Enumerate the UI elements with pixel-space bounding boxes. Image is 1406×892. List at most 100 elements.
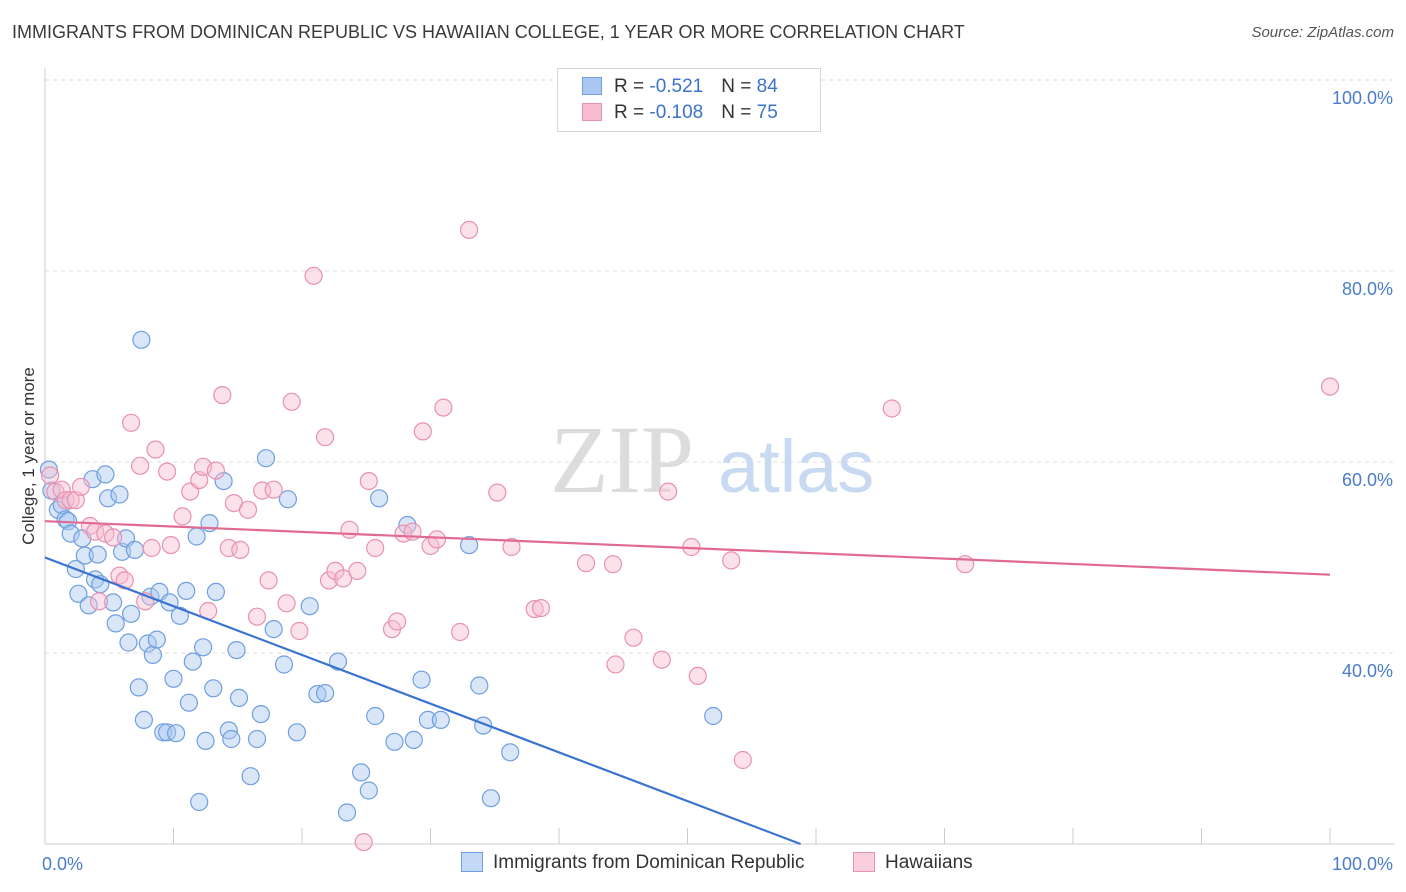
point-hawaiian — [434, 398, 453, 417]
point-hawaiian — [146, 440, 165, 459]
point-dominican — [352, 763, 371, 782]
point-dominican — [385, 732, 404, 751]
bottom-legend-label-hawaiians: Hawaiians — [885, 852, 973, 873]
point-hawaiian — [161, 535, 180, 555]
legend-n-value-hawaiians: 75 — [756, 102, 778, 123]
gridlines — [45, 79, 1395, 654]
point-dominican — [460, 535, 479, 555]
point-hawaiian — [238, 500, 258, 519]
point-hawaiian — [1320, 377, 1340, 396]
point-dominican — [177, 581, 196, 601]
point-hawaiian — [334, 569, 353, 588]
point-dominican — [370, 489, 389, 508]
legend-r-value-dominican: -0.521 — [649, 76, 704, 97]
point-hawaiian — [231, 540, 250, 560]
point-dominican — [170, 606, 189, 625]
point-dominican — [129, 678, 148, 697]
point-dominican — [103, 593, 123, 612]
point-dominican — [190, 792, 209, 812]
point-hawaiian — [427, 530, 446, 549]
bottom-legend-label-dominican: Immigrants from Dominican Republic — [493, 852, 805, 873]
point-hawaiian — [264, 480, 283, 499]
x-tick-label: 100.0% — [1332, 854, 1393, 874]
point-dominican — [308, 684, 327, 704]
point-hawaiian — [40, 466, 60, 485]
y-tick-labels: 100.0% 80.0% 60.0% 40.0% — [1332, 88, 1393, 681]
point-hawaiian — [56, 491, 75, 510]
point-dominican — [264, 619, 283, 639]
point-hawaiian — [603, 555, 623, 574]
point-hawaiian — [413, 422, 432, 441]
point-hawaiian — [247, 607, 267, 626]
point-dominican — [418, 710, 437, 730]
point-dominican — [247, 729, 267, 749]
point-dominican — [164, 669, 183, 688]
point-hawaiian — [354, 832, 373, 852]
point-dominican — [481, 789, 500, 808]
point-dominican — [106, 614, 125, 633]
point-hawaiian — [290, 621, 309, 641]
point-dominican — [251, 704, 270, 724]
point-hawaiian — [460, 220, 479, 239]
point-dominican — [147, 630, 166, 649]
point-hawaiian — [488, 483, 507, 502]
point-hawaiian — [80, 516, 100, 536]
point-dominican — [122, 604, 141, 623]
legend-n-label: N = — [721, 102, 757, 123]
trend-line-dominican — [44, 556, 801, 846]
point-hawaiian — [394, 524, 413, 543]
point-hawaiian — [722, 551, 741, 570]
point-dominican — [88, 545, 107, 564]
point-dominican — [194, 638, 213, 657]
point-dominican — [501, 743, 520, 762]
point-hawaiian — [115, 571, 134, 590]
watermark: ZIP atlas — [550, 406, 874, 513]
point-dominican — [359, 781, 378, 800]
point-hawaiian — [131, 456, 150, 475]
point-hawaiian — [502, 537, 521, 557]
x-tick-label: 0.0% — [42, 854, 83, 874]
point-hawaiian — [282, 392, 301, 411]
point-dominican — [96, 465, 115, 484]
point-dominican — [704, 706, 723, 726]
point-dominican — [256, 449, 276, 468]
point-dominican — [204, 679, 223, 698]
point-dominican — [167, 724, 186, 743]
point-dominican — [300, 597, 319, 616]
point-dominican — [222, 729, 241, 749]
point-hawaiian — [882, 399, 901, 418]
point-dominican — [404, 730, 423, 750]
trend-line-hawaiian — [44, 520, 1331, 576]
point-hawaiian — [652, 650, 671, 669]
source-credit: Source: ZipAtlas.com — [1251, 24, 1394, 41]
point-dominican — [69, 584, 88, 603]
point-dominican — [110, 485, 129, 504]
point-dominican — [134, 710, 153, 730]
legend-r-label: R = — [614, 76, 650, 97]
point-dominican — [98, 489, 118, 508]
point-hawaiian — [219, 538, 238, 558]
point-hawaiian — [316, 428, 335, 447]
point-hawaiian — [103, 528, 123, 547]
y-tick-label: 100.0% — [1332, 88, 1393, 108]
point-dominican — [179, 693, 198, 712]
correlation-legend: R = -0.521 N = 84 R = -0.108 N = 75 — [557, 68, 821, 132]
y-tick-label: 40.0% — [1342, 661, 1393, 681]
watermark-zip: ZIP — [550, 406, 694, 513]
point-hawaiian — [66, 491, 85, 510]
point-dominican — [56, 510, 75, 529]
point-hawaiian — [366, 538, 385, 558]
point-dominican — [278, 490, 297, 509]
axes — [44, 68, 1395, 845]
point-dominican — [412, 670, 431, 689]
point-dominican — [154, 723, 173, 742]
point-hawaiian — [606, 655, 625, 674]
legend-swatch-dominican — [582, 77, 602, 95]
legend-swatch-hawaiians — [582, 103, 602, 121]
legend-n-label: N = — [721, 76, 757, 97]
point-hawaiian — [348, 561, 367, 581]
watermark-atlas: atlas — [718, 425, 874, 508]
point-hawaiian — [277, 594, 296, 613]
point-hawaiian — [733, 750, 752, 770]
point-dominican — [138, 634, 157, 653]
